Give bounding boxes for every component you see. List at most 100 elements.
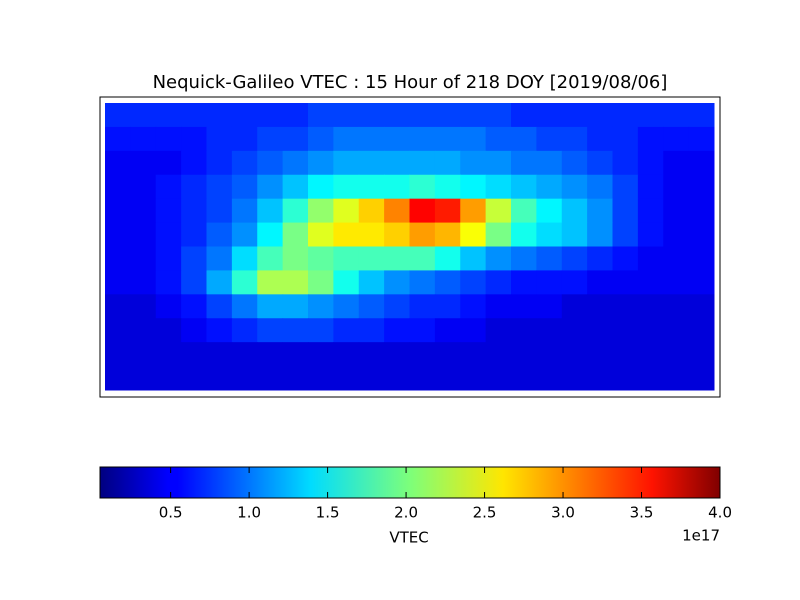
heatmap-cell [358,103,385,128]
heatmap-cell [333,318,360,343]
heatmap-cell [130,103,157,128]
heatmap-cell [333,103,360,128]
heatmap-cell [358,150,385,176]
heatmap-cell [231,342,258,367]
heatmap-cell [308,126,334,152]
heatmap-cell [688,103,715,128]
heatmap-cell [358,246,385,271]
colorbar-tick-label: 1.0 [237,504,261,522]
heatmap-cell [637,222,664,247]
heatmap-cell [587,270,613,295]
heatmap-cell [333,366,360,391]
heatmap-cell [587,198,613,224]
heatmap-cell [561,126,588,152]
heatmap-cell [485,174,512,200]
heatmap-cell [282,270,309,295]
heatmap-cell [130,150,157,176]
heatmap-cell [206,126,233,152]
heatmap-cell [333,198,360,224]
heatmap-cell [637,198,664,224]
heatmap-cell [536,174,563,200]
heatmap-cell [688,342,715,367]
heatmap-cell [587,103,613,128]
heatmap-cell [155,318,182,343]
heatmap-cell [130,366,157,391]
heatmap-cell [130,270,157,295]
heatmap-cell [358,366,385,391]
heatmap-cell [231,270,258,295]
heatmap-cell [434,318,461,343]
heatmap-cell [181,103,207,128]
heatmap-cell [587,150,613,176]
heatmap-cell [282,222,309,247]
heatmap-cell [561,342,588,367]
heatmap-cell [612,342,639,367]
heatmap-cell [282,342,309,367]
heatmap-cell [561,103,588,128]
heatmap-cell [663,198,690,224]
heatmap-cell [663,366,690,391]
heatmap-cell [257,366,284,391]
heatmap-cell [409,342,436,367]
heatmap-cell [587,246,613,271]
heatmap-cell [333,222,360,247]
heatmap-cell [181,294,207,319]
heatmap-cell [434,342,461,367]
heatmap-cell [105,198,131,224]
heatmap-cell [333,150,360,176]
heatmap-cell [282,294,309,319]
heatmap-cell [130,198,157,224]
heatmap-cell [587,126,613,152]
heatmap-cell [231,222,258,247]
heatmap-cell [384,294,410,319]
heatmap-cell [612,270,639,295]
heatmap-cell [155,294,182,319]
heatmap-cell [105,150,131,176]
heatmap-cell [282,103,309,128]
heatmap-cell [663,150,690,176]
heatmap-cell [536,342,563,367]
heatmap-cell [257,222,284,247]
heatmap-cell [130,174,157,200]
heatmap-cell [130,294,157,319]
heatmap-cell [206,222,233,247]
heatmap-cell [231,103,258,128]
heatmap-cell [155,103,182,128]
heatmap-cell [511,174,537,200]
heatmap-cell [485,126,512,152]
heatmap-cell [485,366,512,391]
heatmap-cell [257,150,284,176]
heatmap-cell [688,222,715,247]
chart-title: Nequick-Galileo VTEC : 15 Hour of 218 DO… [153,72,668,93]
heatmap-cell [511,270,537,295]
heatmap-cell [308,222,334,247]
heatmap-cell [460,294,487,319]
heatmap-cell [231,126,258,152]
heatmap-cell [587,294,613,319]
heatmap-cell [637,246,664,271]
heatmap-cell [105,270,131,295]
heatmap-cell [688,126,715,152]
heatmap-cell [105,318,131,343]
heatmap-cell [206,294,233,319]
heatmap-cell [561,174,588,200]
heatmap-cell [561,318,588,343]
heatmap-cell [409,246,436,271]
heatmap-cell [536,126,563,152]
heatmap-cell [536,150,563,176]
colorbar [99,466,721,499]
heatmap-cell [358,294,385,319]
heatmap-cell [561,246,588,271]
heatmap-cell [231,198,258,224]
heatmap-cell [206,318,233,343]
heatmap-cell [130,246,157,271]
heatmap-cell [561,294,588,319]
heatmap-cell [460,342,487,367]
heatmap-cell [155,150,182,176]
heatmap-cell [688,174,715,200]
heatmap-cell [637,103,664,128]
heatmap-cell [206,198,233,224]
heatmap-cell [282,174,309,200]
heatmap-cell [181,270,207,295]
heatmap-cell [409,174,436,200]
